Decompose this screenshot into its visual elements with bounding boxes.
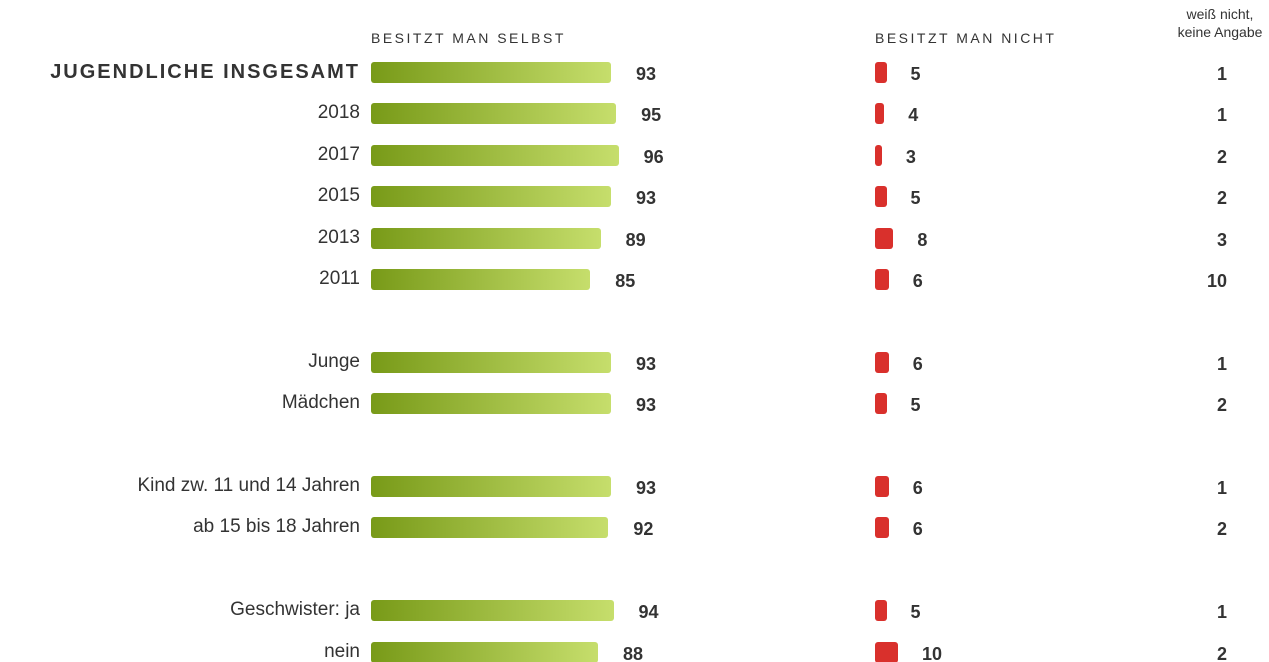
value-label: 3 — [1216, 229, 1227, 250]
value-label: 3 — [905, 146, 916, 167]
value-label: 93 — [635, 353, 656, 374]
category-label: Mädchen — [281, 392, 360, 414]
value-label: 1 — [1216, 478, 1227, 498]
category-label: nein — [324, 640, 360, 662]
bar — [371, 186, 611, 208]
series-header: weiß nicht, keine Angabe — [1177, 6, 1263, 40]
bar — [371, 103, 617, 125]
bar — [371, 144, 619, 166]
bar — [875, 351, 889, 373]
value-label: 1 — [1216, 353, 1227, 374]
bar — [371, 269, 591, 290]
series-header: BESITZT MAN SELBST — [371, 30, 566, 46]
value-label: 94 — [638, 602, 659, 623]
value-label: 5 — [910, 188, 921, 209]
category-label: 2011 — [319, 268, 360, 289]
value-label: 2 — [1216, 146, 1227, 167]
value-label: 1 — [1216, 105, 1227, 126]
bar — [875, 517, 889, 539]
value-label: 85 — [615, 271, 636, 291]
bar — [875, 269, 889, 290]
bar — [371, 351, 611, 373]
value-label: 96 — [643, 146, 664, 167]
bar — [875, 600, 887, 622]
bar — [875, 103, 885, 125]
value-label: 10 — [922, 643, 943, 662]
value-label: 6 — [912, 271, 923, 291]
value-label: 5 — [910, 395, 921, 416]
value-label: 93 — [635, 478, 656, 498]
category-label: Kind zw. 11 und 14 Jahren — [137, 475, 360, 496]
category-label: ab 15 bis 18 Jahren — [193, 516, 360, 538]
category-label: 2015 — [317, 185, 360, 207]
value-label: 2 — [1216, 188, 1227, 209]
value-label: 95 — [641, 105, 662, 126]
category-label: 2017 — [317, 143, 360, 165]
category-label: 2018 — [317, 102, 360, 124]
bar — [371, 641, 599, 662]
value-label: 89 — [625, 229, 646, 250]
bar — [371, 62, 611, 83]
value-label: 93 — [635, 395, 656, 416]
bar — [371, 227, 601, 249]
value-label: 5 — [910, 602, 921, 623]
bar — [371, 393, 611, 415]
value-label: 6 — [912, 519, 923, 540]
value-label: 92 — [633, 519, 654, 540]
bar — [371, 600, 614, 622]
value-label: 10 — [1206, 271, 1227, 291]
bar — [875, 186, 887, 208]
bar — [371, 517, 609, 539]
value-label: 1 — [1216, 64, 1227, 84]
value-label: 2 — [1216, 643, 1227, 662]
series-header: BESITZT MAN NICHT — [875, 30, 1057, 46]
value-label: 5 — [910, 64, 921, 84]
value-label: 8 — [917, 229, 928, 250]
category-label: JUGENDLICHE INSGESAMT — [50, 61, 360, 83]
bar — [875, 144, 882, 166]
bar — [875, 476, 889, 497]
value-label: 6 — [912, 478, 923, 498]
value-label: 88 — [623, 643, 644, 662]
value-label: 2 — [1216, 395, 1227, 416]
bar — [371, 476, 611, 497]
value-label: 93 — [635, 188, 656, 209]
value-label: 1 — [1216, 602, 1227, 623]
value-label: 2 — [1216, 519, 1227, 540]
bar — [875, 641, 898, 662]
value-label: 6 — [912, 353, 923, 374]
category-label: Junge — [308, 350, 360, 372]
value-label: 93 — [635, 64, 656, 84]
category-label: Geschwister: ja — [230, 599, 360, 621]
bar — [875, 62, 887, 83]
value-label: 4 — [908, 105, 919, 126]
bar — [875, 227, 894, 249]
bar — [875, 393, 887, 415]
category-label: 2013 — [317, 226, 360, 248]
